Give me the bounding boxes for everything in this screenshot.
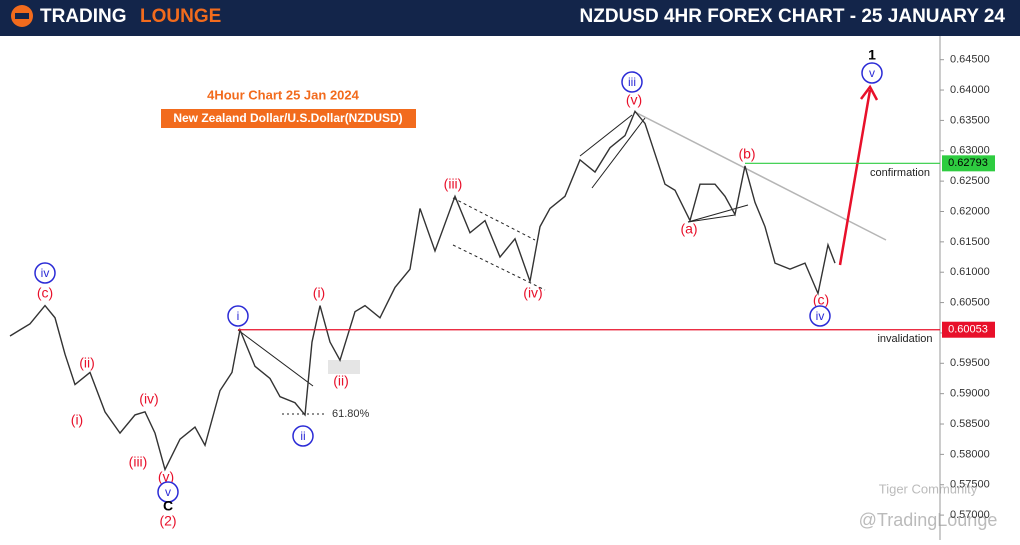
wave-label: v bbox=[869, 66, 875, 80]
y-tick-label: 0.57000 bbox=[950, 509, 990, 521]
wave-label: (iii) bbox=[444, 176, 463, 192]
level-box bbox=[942, 155, 995, 172]
y-tick-label: 0.59500 bbox=[950, 357, 990, 369]
wave-circle bbox=[292, 425, 314, 447]
wave-circle bbox=[157, 481, 179, 503]
wave-label: iv bbox=[41, 266, 50, 280]
watermark: Tiger Community bbox=[879, 481, 978, 496]
wave-label: (iv) bbox=[523, 285, 542, 301]
subtitle-box bbox=[161, 109, 416, 128]
wave-circle bbox=[227, 305, 249, 327]
y-tick-label: 0.58000 bbox=[950, 448, 990, 460]
wave-circle bbox=[861, 62, 883, 84]
chart-title: 4Hour Chart 25 Jan 2024 bbox=[207, 87, 360, 102]
fib-label: 61.80% bbox=[332, 408, 370, 420]
wave-label: (v) bbox=[626, 92, 642, 108]
y-tick-label: 0.58500 bbox=[950, 418, 990, 430]
wave-label: (b) bbox=[738, 146, 755, 162]
wave-label: (c) bbox=[37, 285, 53, 301]
y-tick-label: 0.59000 bbox=[950, 388, 990, 400]
wave-label: C bbox=[163, 498, 173, 514]
wave-label: (ii) bbox=[333, 373, 349, 389]
wave-label: (i) bbox=[71, 412, 83, 428]
wave-label: (a) bbox=[680, 221, 697, 237]
wave-label: iv bbox=[816, 309, 825, 323]
y-tick-label: 0.62500 bbox=[950, 175, 990, 187]
wave-label: iii bbox=[628, 75, 636, 89]
wave-label: ii bbox=[300, 429, 305, 443]
wave-label: (2) bbox=[159, 513, 176, 529]
level-value: 0.62793 bbox=[948, 157, 988, 169]
logo-text: LOUNGE bbox=[140, 6, 221, 27]
y-tick-label: 0.61000 bbox=[950, 266, 990, 278]
wave-label: (v) bbox=[158, 469, 174, 485]
frame bbox=[0, 33, 1020, 36]
y-tick-label: 0.57500 bbox=[950, 479, 990, 491]
y-tick-label: 0.62000 bbox=[950, 205, 990, 217]
wave-label: (iv) bbox=[139, 391, 158, 407]
y-tick-label: 0.60500 bbox=[950, 296, 990, 308]
wave-label: i bbox=[237, 309, 240, 323]
chart-subtitle: New Zealand Dollar/U.S.Dollar(NZDUSD) bbox=[173, 111, 402, 125]
level-name: invalidation bbox=[877, 333, 932, 345]
y-tick-label: 0.63000 bbox=[950, 145, 990, 157]
price-line bbox=[9, 109, 836, 472]
y-tick-label: 0.64500 bbox=[950, 54, 990, 66]
level-value: 0.60053 bbox=[948, 324, 988, 336]
wave-label: (iii) bbox=[129, 454, 148, 470]
logo-text: TRADING bbox=[40, 6, 127, 27]
level-name: confirmation bbox=[870, 167, 930, 179]
wave-label: (ii) bbox=[79, 355, 95, 371]
wave-label: 1 bbox=[868, 47, 876, 63]
y-tick-label: 0.61500 bbox=[950, 236, 990, 248]
level-box bbox=[942, 321, 995, 338]
wave-circle bbox=[809, 305, 831, 327]
header-title: NZDUSD 4HR FOREX CHART - 25 JANUARY 24 bbox=[580, 6, 1006, 27]
trend-lines bbox=[237, 84, 887, 415]
wave-circle bbox=[34, 262, 56, 284]
watermark: @TradingLounge bbox=[859, 510, 998, 530]
wave-label: v bbox=[165, 485, 171, 499]
y-tick-label: 0.64000 bbox=[950, 84, 990, 96]
wave-label: (i) bbox=[313, 285, 325, 301]
y-tick-label: 0.63500 bbox=[950, 114, 990, 126]
logo-icon-bar bbox=[15, 13, 29, 19]
wave-label: (c) bbox=[813, 292, 829, 308]
wave-circle bbox=[621, 71, 643, 93]
header-bar bbox=[0, 0, 1020, 33]
